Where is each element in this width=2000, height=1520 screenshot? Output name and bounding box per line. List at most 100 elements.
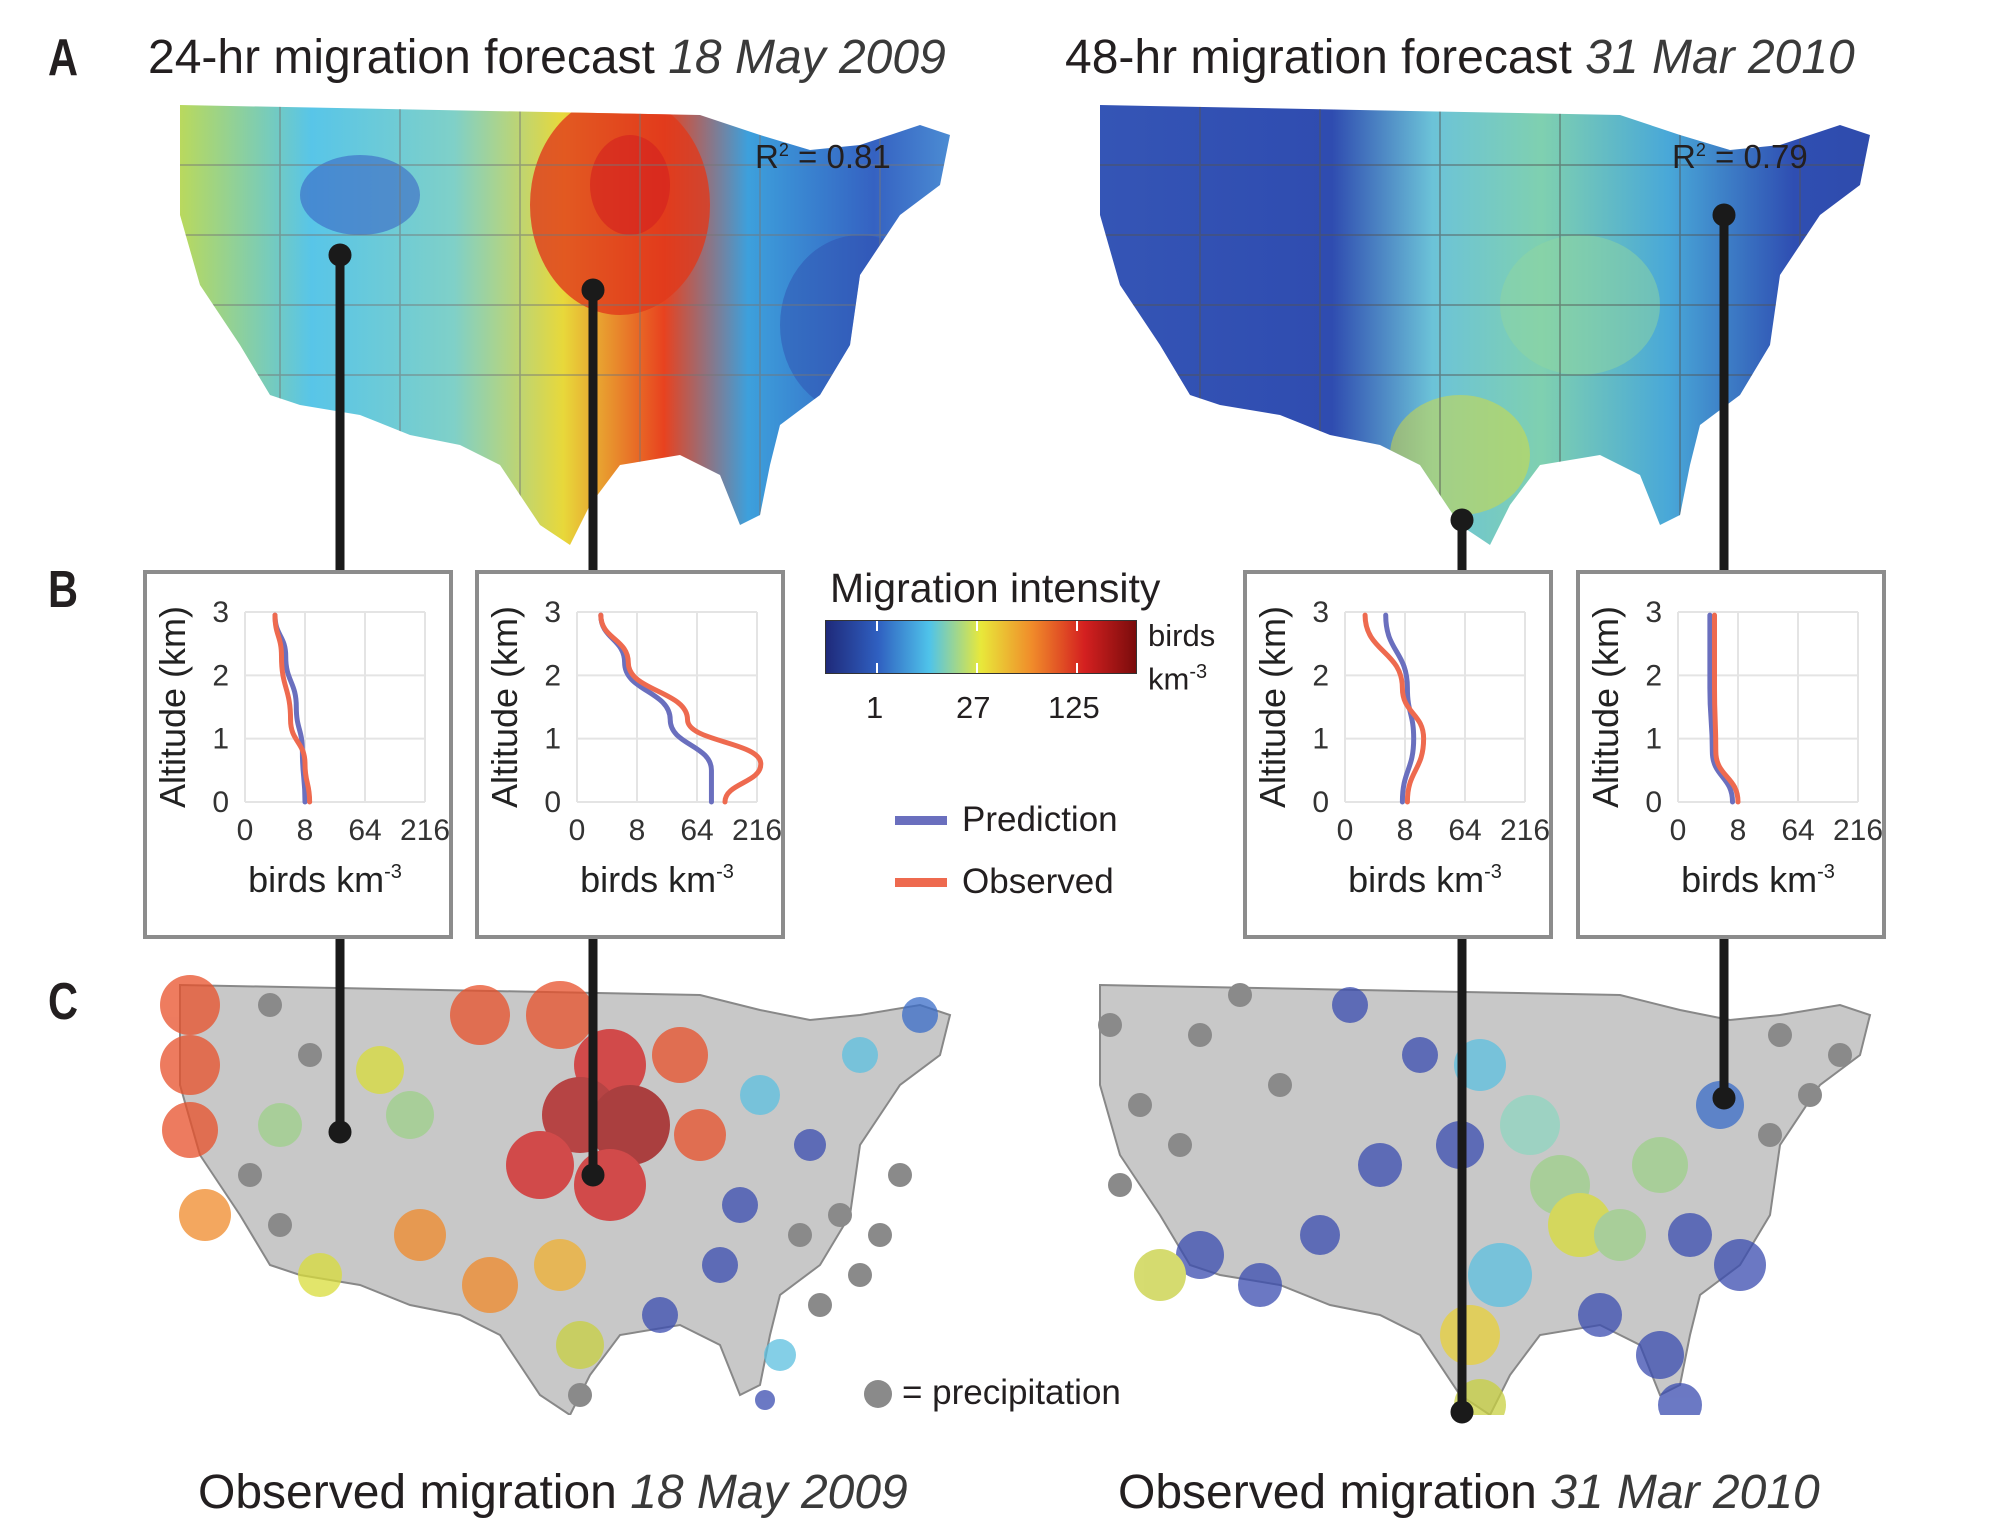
precipitation-label: = precipitation [902, 1373, 1121, 1412]
r2-right-value: = 0.79 [1705, 138, 1808, 175]
forecast-left-title-text: 24-hr migration forecast [148, 31, 655, 84]
precip-dots-right [1098, 983, 1852, 1197]
observed-swatch [895, 878, 947, 887]
x-tick-label: 64 [680, 814, 713, 847]
x-axis-label: birds km-3 [1681, 859, 1835, 900]
r2-right-sup: 2 [1695, 140, 1706, 160]
y-tick-label: 0 [212, 786, 229, 819]
x-axis-label: birds km-3 [1348, 859, 1502, 900]
y-axis-label: Altitude (km) [1585, 606, 1626, 808]
y-tick-label: 3 [212, 596, 229, 629]
y-tick-label: 2 [544, 659, 561, 692]
x-tick-label: 8 [1397, 814, 1414, 847]
profile-svg-2: 0 8 64 216 0 1 2 3 Altitude (km) birds km-3 [484, 596, 782, 900]
legend-unit-sup: -3 [1189, 661, 1208, 683]
r2-right-label: R [1672, 138, 1696, 175]
colorbar-tick-2b [976, 663, 978, 673]
colorbar-tick-3b [1076, 663, 1078, 673]
y-axis-label: Altitude (km) [1252, 606, 1293, 808]
profile-svg-4: 0 8 64 216 0 1 2 3 Altitude (km) birds km-3 [1585, 596, 1883, 900]
x-axis-label-sup: -3 [384, 861, 402, 883]
x-tick-label: 0 [1337, 814, 1354, 847]
colorbar-tick-1b [876, 663, 878, 673]
observed-left-date: 18 May 2009 [630, 1466, 908, 1519]
legend-unit-line1: birds [1148, 618, 1216, 653]
series-line-prediction [1707, 612, 1736, 805]
legend-unit: birds km-3 [1148, 618, 1215, 697]
x-tick-label: 8 [629, 814, 646, 847]
observed-label: Observed [962, 862, 1114, 901]
profile-svg-3: 0 8 64 216 0 1 2 3 Altitude (km) birds km-3 [1252, 596, 1550, 900]
panel-letter-c: C [48, 973, 79, 1031]
observed-right-date: 31 Mar 2010 [1550, 1466, 1820, 1519]
observed-left-title-text: Observed migration [198, 1466, 617, 1519]
series-line-observed [1362, 612, 1427, 805]
colorbar-tick-1 [876, 621, 878, 631]
observed-right-title: Observed migration 31 Mar 2010 [1118, 1465, 1820, 1520]
profile-plot-3: 0 8 64 216 0 1 2 3 Altitude (km) birds km-3 [1243, 570, 1553, 939]
forecast-map-right [1100, 105, 1870, 545]
panel-letter-a: A [48, 29, 79, 87]
observed-circles-left [160, 975, 938, 1410]
x-axis-label-sup: -3 [1817, 861, 1835, 883]
x-axis-label: birds km-3 [580, 859, 734, 900]
legend-unit-km: km [1148, 661, 1190, 697]
r2-left: R2 = 0.81 [755, 138, 891, 176]
y-tick-label: 1 [212, 723, 229, 756]
precip-dots-left [238, 993, 912, 1407]
y-axis-label: Altitude (km) [484, 606, 525, 808]
r2-left-sup: 2 [778, 140, 789, 160]
y-tick-label: 2 [1645, 659, 1662, 692]
r2-left-value: = 0.81 [788, 138, 891, 175]
x-tick-label: 8 [297, 814, 314, 847]
forecast-right-date: 31 Mar 2010 [1585, 31, 1855, 84]
legend-tick-125: 125 [1048, 690, 1100, 725]
y-tick-label: 1 [544, 723, 561, 756]
legend-tick-27: 27 [956, 690, 991, 725]
forecast-left-title: 24-hr migration forecast 18 May 2009 [148, 30, 946, 85]
y-tick-label: 0 [544, 786, 561, 819]
x-tick-label: 216 [1833, 814, 1882, 847]
series-line-observed [598, 612, 764, 805]
x-tick-label: 8 [1730, 814, 1747, 847]
colorbar-gradient [826, 621, 1136, 673]
x-tick-label: 0 [569, 814, 586, 847]
x-tick-label: 216 [400, 814, 449, 847]
forecast-right-title-text: 48-hr migration forecast [1065, 31, 1572, 84]
forecast-left-date: 18 May 2009 [668, 31, 946, 84]
observed-right-title-text: Observed migration [1118, 1466, 1537, 1519]
profile-plot-2: 0 8 64 216 0 1 2 3 Altitude (km) birds km-3 [475, 570, 785, 939]
y-axis-label: Altitude (km) [152, 606, 193, 808]
panel-letter-b: B [48, 561, 79, 619]
colorbar-tick-2 [976, 621, 978, 631]
y-tick-label: 1 [1312, 723, 1329, 756]
observed-left-title: Observed migration 18 May 2009 [198, 1465, 908, 1520]
observed-map-right [1098, 983, 1872, 1415]
series-line-observed [272, 612, 313, 805]
y-tick-label: 0 [1312, 786, 1329, 819]
colorbar [825, 620, 1137, 674]
series-line-observed [1711, 612, 1741, 805]
profile-plot-1: 0 8 64 216 0 1 2 3 Altitude (km) birds km-3 [143, 570, 453, 939]
x-axis-label: birds km-3 [248, 859, 402, 900]
x-tick-label: 216 [732, 814, 781, 847]
x-axis-label-sup: -3 [1484, 861, 1502, 883]
prediction-swatch [895, 816, 947, 825]
y-tick-label: 3 [1312, 596, 1329, 629]
y-tick-label: 1 [1645, 723, 1662, 756]
y-tick-label: 2 [1312, 659, 1329, 692]
precipitation-dot-icon [864, 1380, 892, 1408]
y-tick-label: 3 [1645, 596, 1662, 629]
series-line-prediction [598, 612, 714, 805]
y-tick-label: 2 [212, 659, 229, 692]
profile-svg-1: 0 8 64 216 0 1 2 3 Altitude (km) birds km-3 [152, 596, 450, 900]
legend-tick-1: 1 [866, 690, 884, 725]
r2-right: R2 = 0.79 [1672, 138, 1808, 176]
y-tick-label: 0 [1645, 786, 1662, 819]
x-tick-label: 64 [1448, 814, 1481, 847]
forecast-right-title: 48-hr migration forecast 31 Mar 2010 [1065, 30, 1855, 85]
colorbar-tick-3 [1076, 621, 1078, 631]
x-tick-label: 64 [1781, 814, 1814, 847]
legend-title: Migration intensity [830, 565, 1161, 611]
forecast-map-left [180, 105, 950, 545]
